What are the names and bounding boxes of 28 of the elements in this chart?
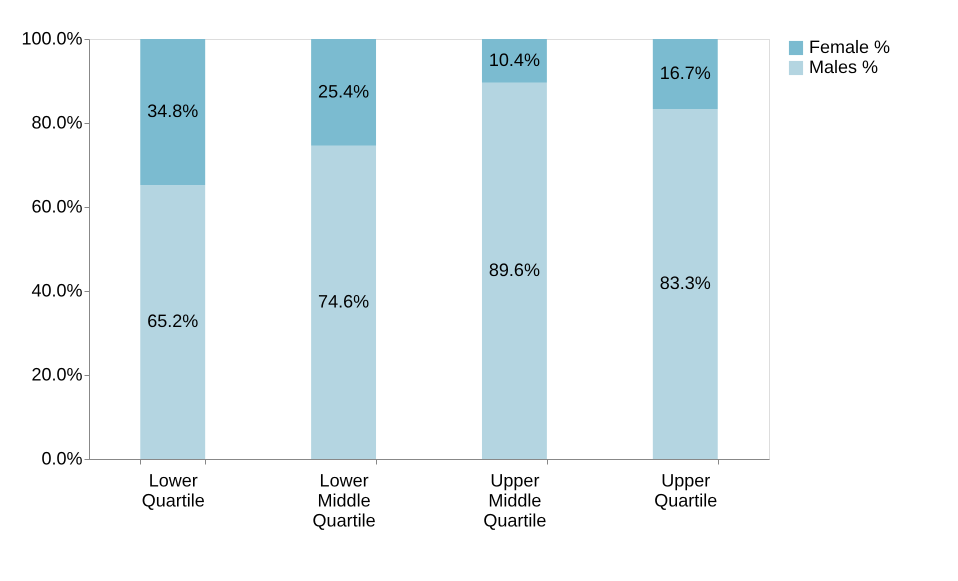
bar — [140, 39, 206, 186]
data-label: 65.2% — [147, 311, 198, 332]
data-label: 83.3% — [660, 273, 711, 294]
bar — [482, 39, 547, 83]
bar — [140, 185, 206, 459]
y-tick-label: 0.0% — [41, 448, 82, 468]
legend-label: Males % — [809, 57, 878, 77]
bar — [652, 109, 718, 459]
data-label: 89.6% — [488, 260, 540, 280]
y-tick-label: 40.0% — [31, 280, 82, 300]
x-tick-label: Lower Quartile — [142, 470, 205, 510]
data-label: 16.7% — [660, 63, 711, 84]
x-tick-label: Upper Quartile — [654, 470, 718, 510]
y-tick-label: 100.0% — [21, 28, 82, 48]
legend-label: Female % — [809, 37, 890, 57]
x-tick-label: Upper Middle Quartile — [483, 470, 546, 530]
y-tick-label: 80.0% — [31, 112, 82, 132]
y-tick-label: 20.0% — [31, 364, 82, 384]
data-label: 10.4% — [488, 50, 540, 70]
x-tick-label: Lower Middle Quartile — [312, 470, 376, 530]
bar — [652, 39, 718, 110]
data-label: 25.4% — [318, 81, 370, 102]
bar — [311, 146, 376, 459]
bar — [311, 39, 376, 146]
data-label: 74.6% — [318, 291, 370, 312]
data-label: 34.8% — [147, 101, 198, 122]
y-tick-label: 60.0% — [31, 196, 82, 216]
bar — [482, 82, 547, 459]
